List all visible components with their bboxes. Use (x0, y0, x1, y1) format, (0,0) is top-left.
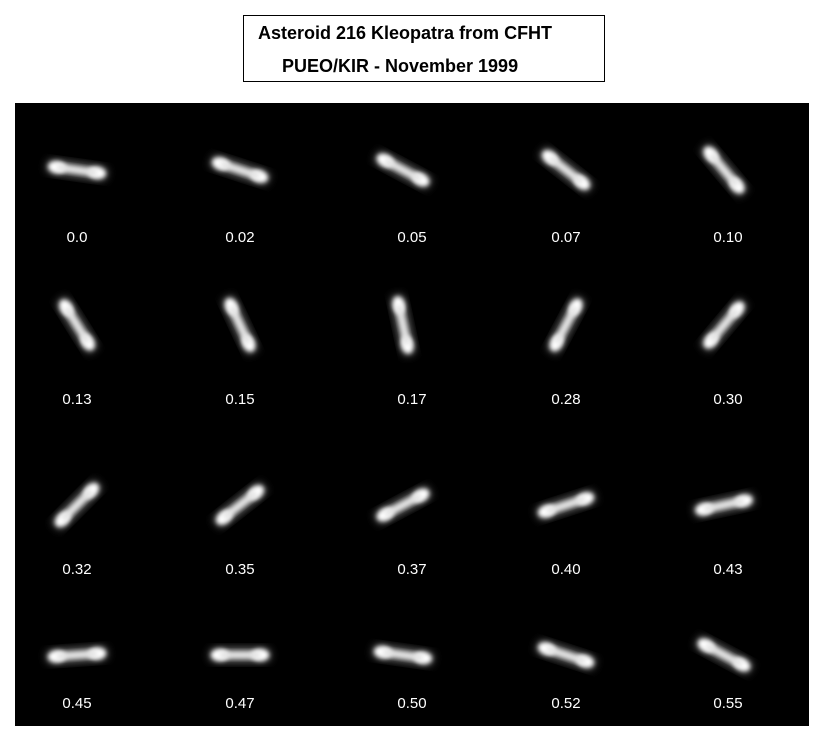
asteroid-image (54, 482, 100, 528)
phase-label: 0.37 (397, 561, 427, 578)
asteroid-image (702, 300, 746, 350)
asteroid-frame (669, 455, 779, 555)
asteroid-frame (669, 275, 779, 375)
asteroid-image (375, 487, 431, 523)
asteroid-frame (22, 120, 132, 220)
phase-label: 0.05 (397, 229, 427, 246)
phase-label: 0.47 (225, 695, 255, 712)
asteroid-frame (348, 455, 458, 555)
asteroid-frame (348, 275, 458, 375)
phase-label: 0.50 (397, 695, 427, 712)
asteroid-image (702, 145, 746, 195)
asteroid-image (548, 297, 584, 353)
asteroid-frame (511, 605, 621, 705)
phase-label: 0.10 (713, 229, 743, 246)
title-line-1: Asteroid 216 Kleopatra from CFHT (258, 23, 553, 43)
asteroid-image (541, 149, 591, 191)
asteroid-frame (22, 455, 132, 555)
asteroid-frame (185, 120, 295, 220)
asteroid-image (58, 298, 96, 352)
asteroid-frame (348, 605, 458, 705)
phase-label: 0.45 (62, 695, 92, 712)
phase-label: 0.30 (713, 391, 743, 408)
asteroid-image (210, 649, 270, 661)
phase-label: 0.52 (551, 695, 581, 712)
asteroid-frame (511, 455, 621, 555)
phase-label: 0.43 (713, 561, 743, 578)
asteroid-image (696, 637, 752, 673)
asteroid-frame (511, 120, 621, 220)
asteroid-frame (348, 120, 458, 220)
asteroid-image (211, 156, 269, 184)
asteroid-image (47, 647, 107, 663)
title-box: Asteroid 216 Kleopatra from CFHT PUEO/KI… (243, 15, 605, 82)
asteroid-frame (669, 120, 779, 220)
phase-label: 0.15 (225, 391, 255, 408)
asteroid-image (47, 160, 107, 180)
asteroid-frame (185, 605, 295, 705)
asteroid-frame (22, 605, 132, 705)
phase-label: 0.13 (62, 391, 92, 408)
phase-label: 0.32 (62, 561, 92, 578)
asteroid-frame (511, 275, 621, 375)
asteroid-image (537, 491, 595, 519)
asteroid-image (215, 484, 265, 526)
phase-label: 0.0 (66, 229, 88, 246)
asteroid-image (694, 494, 754, 516)
asteroid-frame (185, 455, 295, 555)
phase-label: 0.07 (551, 229, 581, 246)
asteroid-frame (22, 275, 132, 375)
asteroid-frame (669, 605, 779, 705)
asteroid-image (373, 645, 433, 665)
asteroid-image (392, 295, 414, 355)
image-panel: 0.0 0.02 0.05 0.07 0.10 0.13 0.15 0.17 0.28 0.30 0… (15, 103, 809, 726)
asteroid-image (537, 641, 595, 669)
phase-label: 0.02 (225, 229, 255, 246)
phase-label: 0.17 (397, 391, 427, 408)
title-line-2: PUEO/KIR - November 1999 (282, 56, 519, 76)
asteroid-image (223, 297, 257, 353)
asteroid-frame (185, 275, 295, 375)
phase-label: 0.35 (225, 561, 255, 578)
phase-label: 0.55 (713, 695, 743, 712)
phase-label: 0.40 (551, 561, 581, 578)
phase-label: 0.28 (551, 391, 581, 408)
asteroid-image (375, 152, 431, 188)
